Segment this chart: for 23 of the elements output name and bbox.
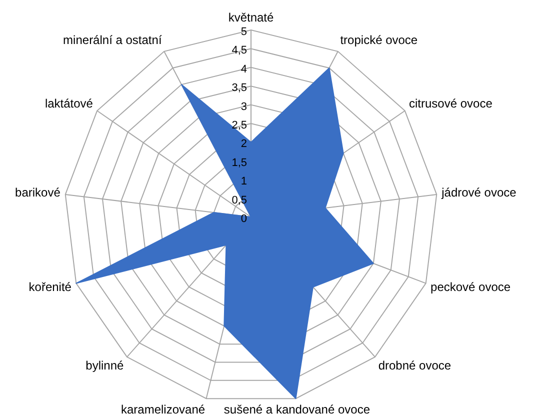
spoke-label: jádrové ovoce bbox=[440, 185, 517, 200]
spoke-label: sušené a kandované ovoce bbox=[224, 402, 370, 417]
spoke-label: drobné ovoce bbox=[378, 358, 452, 372]
y-tick-label: 1 bbox=[240, 176, 247, 188]
spoke-label: citrusové ovoce bbox=[409, 96, 493, 110]
y-tick-label: 4 bbox=[240, 63, 247, 76]
spoke-label: peckové ovoce bbox=[430, 280, 511, 294]
y-tick-label: 4,5 bbox=[232, 44, 247, 57]
y-tick-label: 0 bbox=[240, 213, 247, 226]
y-tick-label: 3,5 bbox=[232, 82, 247, 94]
spoke-label: kořenité bbox=[28, 280, 72, 294]
spoke-label: laktátové bbox=[44, 96, 94, 110]
y-tick-label: 3 bbox=[240, 100, 247, 113]
y-tick-label: 1,5 bbox=[232, 156, 247, 169]
spoke-label: minerální a ostatní bbox=[63, 33, 162, 48]
y-tick-label: 2 bbox=[240, 138, 247, 150]
spoke-label: bylinné bbox=[86, 358, 124, 372]
spoke-label: karamelizované bbox=[121, 402, 206, 417]
spoke-label: tropické ovoce bbox=[340, 33, 418, 48]
y-tick-label: 2,5 bbox=[232, 120, 247, 132]
spoke-label: barikové bbox=[15, 185, 61, 200]
y-tick-label: 5 bbox=[240, 26, 247, 38]
spoke-label: květnaté bbox=[228, 10, 274, 24]
